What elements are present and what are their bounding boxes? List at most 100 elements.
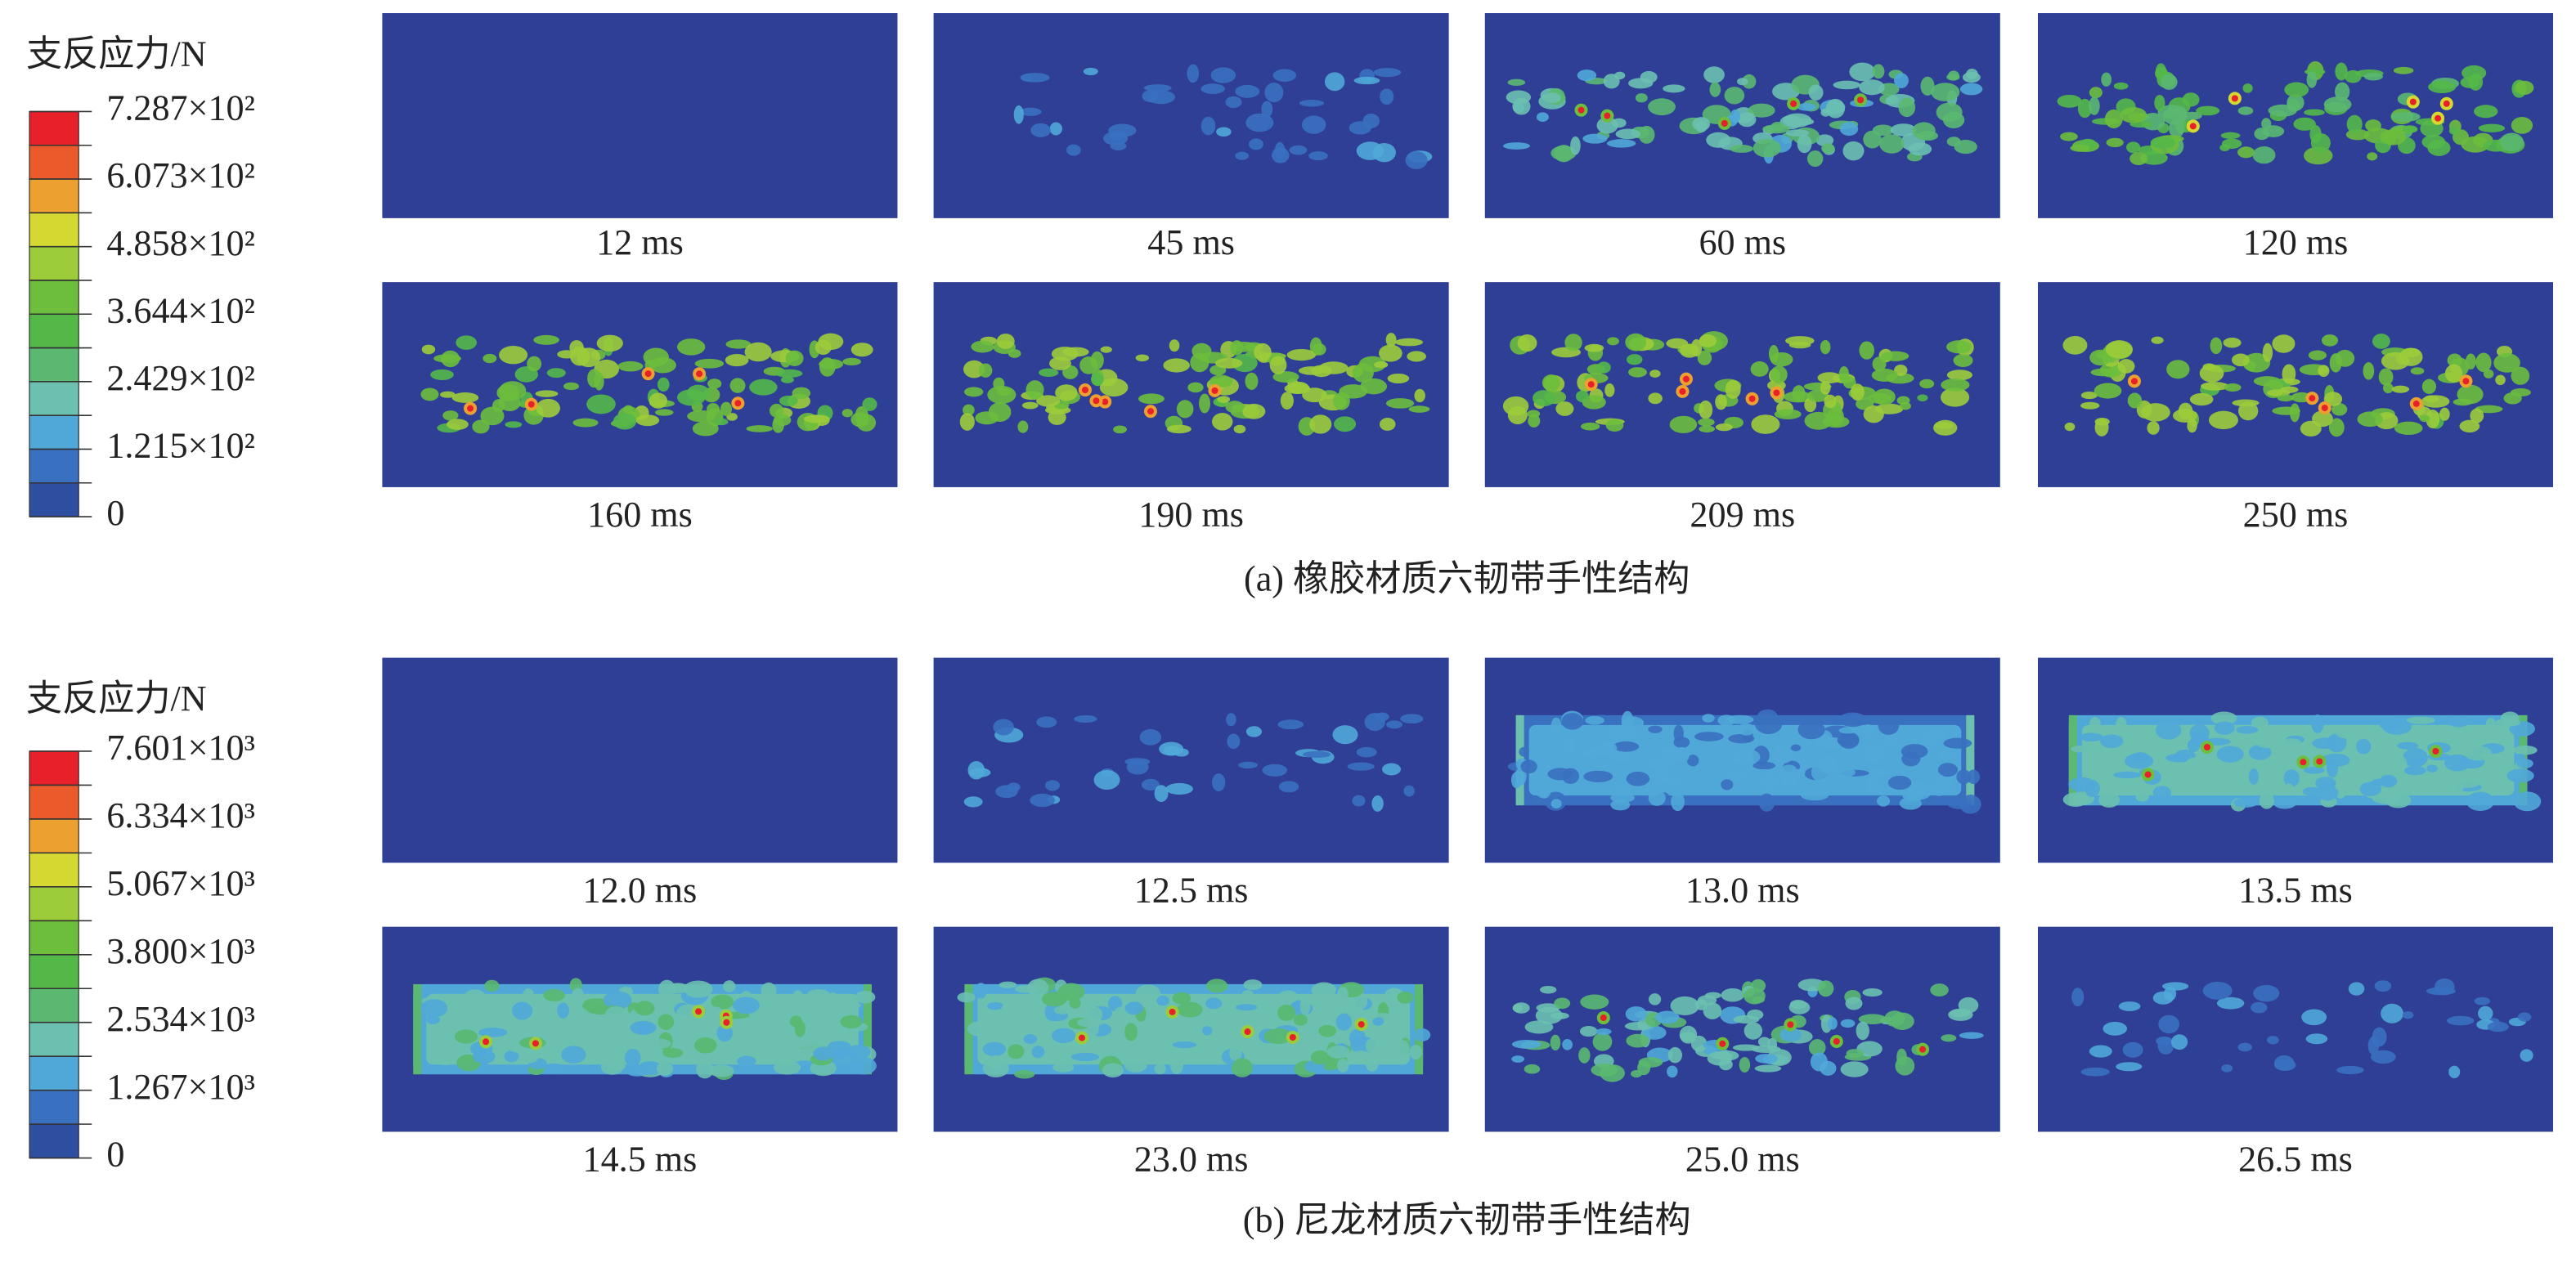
contour-blob	[1235, 151, 1249, 160]
contour-blob	[2079, 732, 2103, 742]
contour-blob	[1302, 387, 1327, 403]
contour-blob	[1680, 343, 1699, 358]
contour-blob	[2371, 1050, 2396, 1064]
contour-blob	[975, 411, 999, 425]
contour-blob	[1049, 356, 1071, 370]
contour-blob	[2474, 105, 2498, 119]
contour-blob	[1199, 393, 1210, 414]
time-label: 25.0 ms	[1685, 1140, 1800, 1180]
contour-blob	[1863, 405, 1884, 423]
contour-blob	[2318, 365, 2330, 377]
contour-blob	[978, 363, 993, 378]
contour-blob	[2242, 83, 2253, 93]
contour-blob	[2089, 87, 2103, 99]
contour-blob	[856, 414, 877, 432]
contour-blob	[1336, 1059, 1349, 1073]
contour-blob	[1648, 392, 1663, 405]
contour-blob	[654, 409, 674, 416]
contour-blob	[1646, 756, 1671, 770]
contour-blob	[1008, 1044, 1025, 1059]
contour-blob	[2098, 792, 2120, 808]
contour-blob	[1946, 340, 1972, 354]
contour-blob	[2301, 1009, 2327, 1026]
contour-blob	[1669, 415, 1698, 433]
contour-blob	[2328, 418, 2345, 437]
contour-blob	[2274, 1055, 2295, 1071]
contour-blob	[841, 409, 853, 418]
contour-blob	[1648, 98, 1676, 116]
contour-blob	[2221, 1064, 2233, 1073]
contour-blob	[2237, 106, 2254, 115]
contour-blob	[2185, 756, 2210, 770]
contour-blob	[2208, 410, 2238, 430]
contour-blob	[2506, 768, 2534, 783]
contour-blob	[1405, 150, 1428, 170]
time-label: 45 ms	[1147, 222, 1235, 262]
contour-blob	[696, 1060, 714, 1079]
contour-blob	[1898, 97, 1916, 118]
contour-blob	[2279, 738, 2303, 751]
contour-blob	[2147, 421, 2160, 435]
contour-blob	[1928, 728, 1946, 741]
contour-blob	[733, 997, 760, 1014]
contour-blob	[1135, 984, 1161, 1001]
contour-blob	[2393, 66, 2414, 74]
contour-blob	[1014, 985, 1039, 993]
contour-blob	[1039, 368, 1059, 377]
contour-blob	[2220, 132, 2241, 139]
contour-blob	[1323, 1062, 1337, 1071]
contour-blob	[1789, 768, 1806, 777]
contour-blob	[993, 719, 1014, 736]
contour-blob	[1245, 726, 1262, 737]
contour-blob	[707, 378, 722, 389]
contour-blob	[2474, 997, 2490, 1005]
contour-blob	[1894, 73, 1909, 88]
contour-blob	[2434, 978, 2455, 996]
contour-blob	[1727, 770, 1749, 782]
contour-blob	[1356, 746, 1377, 758]
contour-blob	[2233, 798, 2259, 808]
contour-blob	[1052, 1028, 1076, 1044]
contour-blob	[2399, 347, 2423, 366]
contour-blob	[1309, 414, 1332, 434]
contour-blob	[1083, 67, 1098, 76]
contour-blob	[1166, 424, 1192, 434]
contour-blob	[557, 1002, 569, 1019]
contour-blob	[1940, 387, 1970, 407]
legend-label: 4.858×10²	[106, 223, 255, 263]
contour-blob	[1762, 124, 1790, 134]
contour-blob	[2104, 109, 2123, 129]
contour-blob	[1025, 380, 1044, 400]
contour-blob	[433, 354, 462, 363]
contour-blob	[1262, 764, 1287, 777]
contour-blob	[2309, 124, 2322, 144]
contour-blob	[1102, 1063, 1124, 1078]
contour-plot	[2037, 657, 2554, 863]
contour-blob	[1165, 782, 1193, 795]
contour-blob	[2259, 792, 2274, 809]
contour-blob	[2300, 420, 2322, 437]
contour-blob	[1752, 761, 1776, 770]
contour-blob	[988, 1009, 1017, 1026]
contour-blob	[2499, 132, 2524, 152]
contour-plot	[382, 282, 898, 487]
contour-blob	[1575, 390, 1589, 403]
contour-blob	[986, 1001, 1004, 1010]
contour-blob	[440, 391, 456, 398]
contour-plot	[933, 282, 1449, 487]
contour-blob	[1956, 769, 1972, 785]
contour-blob	[1378, 344, 1402, 362]
contour-blob	[997, 387, 1012, 396]
contour-blob	[2381, 1003, 2403, 1023]
contour-blob	[2371, 778, 2393, 786]
contour-blob	[2080, 401, 2100, 410]
contour-blob	[1143, 84, 1172, 92]
contour-blob	[1365, 1037, 1389, 1056]
time-label: 160 ms	[587, 495, 693, 535]
contour-blob	[2355, 726, 2366, 733]
contour-plot	[382, 926, 898, 1132]
hot-core	[723, 1019, 730, 1026]
contour-blob	[2372, 790, 2401, 804]
contour-blob	[2323, 96, 2352, 113]
contour-blob	[711, 994, 734, 1010]
